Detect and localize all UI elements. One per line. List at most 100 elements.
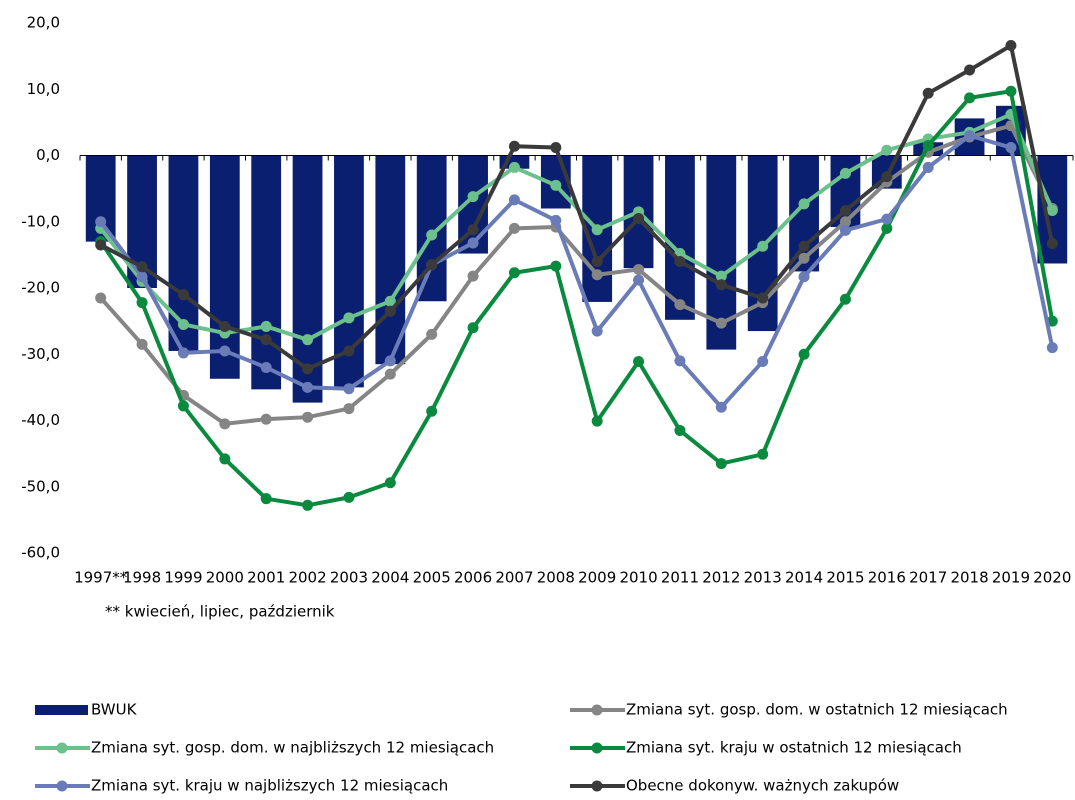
x-tick-label: 2007 <box>495 569 533 587</box>
bar <box>168 155 199 351</box>
marker <box>1046 238 1058 250</box>
marker <box>922 140 934 152</box>
marker <box>384 368 396 380</box>
line <box>99 89 1055 508</box>
marker <box>95 216 107 228</box>
marker <box>674 256 686 267</box>
x-tick-label: 2012 <box>702 569 740 587</box>
marker <box>302 334 314 346</box>
marker <box>715 317 727 329</box>
marker <box>674 424 686 436</box>
marker <box>260 362 272 373</box>
y-tick-label: 0,0 <box>36 146 60 164</box>
marker <box>839 204 851 216</box>
marker <box>467 224 479 236</box>
y-tick-label: -10,0 <box>21 212 60 230</box>
marker <box>757 240 769 252</box>
x-tick-label: 2015 <box>826 569 864 587</box>
y-tick-label: 20,0 <box>27 14 60 32</box>
marker <box>384 355 396 367</box>
marker <box>384 295 396 307</box>
x-tick-label: 2019 <box>992 569 1030 587</box>
marker <box>95 292 107 304</box>
marker <box>177 400 189 412</box>
x-tick-label: 2004 <box>371 569 409 587</box>
marker <box>426 229 438 241</box>
marker <box>219 320 231 332</box>
marker <box>964 64 976 76</box>
marker <box>95 239 107 251</box>
marker <box>426 328 438 340</box>
marker <box>219 453 231 465</box>
y-tick-label: 10,0 <box>27 80 60 98</box>
marker <box>839 216 851 228</box>
legend-swatch <box>591 780 603 792</box>
marker <box>633 356 645 368</box>
legend-label: BWUK <box>91 701 138 719</box>
marker <box>467 191 479 203</box>
marker <box>302 381 314 393</box>
marker <box>881 213 893 225</box>
legend-swatch <box>591 742 603 754</box>
marker <box>922 87 934 99</box>
x-tick-label: 2003 <box>330 569 368 587</box>
marker <box>839 224 851 236</box>
legend-label: Zmiana syt. gosp. dom. w najbliższych 12… <box>91 739 494 757</box>
marker <box>633 274 645 286</box>
marker <box>798 348 810 360</box>
marker <box>426 405 438 417</box>
marker <box>881 171 893 183</box>
marker <box>508 194 520 206</box>
y-tick-label: -20,0 <box>21 279 60 297</box>
legend-label: Zmiana syt. kraju w ostatnich 12 miesiąc… <box>626 739 962 757</box>
x-tick-label: 2016 <box>868 569 906 587</box>
marker <box>136 271 148 283</box>
marker <box>550 214 562 226</box>
marker <box>839 293 851 305</box>
line <box>99 133 1055 410</box>
x-tick-label: 2009 <box>578 569 616 587</box>
x-tick-label: 1997** <box>74 569 128 587</box>
x-tick-label: 2000 <box>206 569 244 587</box>
marker <box>302 411 314 423</box>
marker <box>839 167 851 179</box>
x-tick-label: 2020 <box>1033 569 1071 587</box>
marker <box>798 198 810 210</box>
marker <box>798 252 810 264</box>
marker <box>798 271 810 283</box>
marker <box>674 355 686 367</box>
marker <box>757 448 769 460</box>
marker <box>260 334 272 346</box>
marker <box>177 347 189 359</box>
marker <box>260 320 272 332</box>
marker <box>964 130 976 142</box>
x-tick-label: 2001 <box>247 569 285 587</box>
marker <box>302 499 314 511</box>
marker <box>302 363 314 375</box>
x-tick-label: 2008 <box>537 569 575 587</box>
marker <box>881 222 893 234</box>
bar <box>665 155 695 320</box>
marker <box>591 256 603 267</box>
marker <box>1046 204 1058 216</box>
marker <box>343 383 355 395</box>
x-tick-label: 2011 <box>661 569 699 587</box>
marker <box>715 270 727 282</box>
marker <box>260 493 272 505</box>
marker <box>136 261 148 273</box>
marker <box>922 161 934 173</box>
marker <box>508 222 520 234</box>
bar <box>375 155 406 365</box>
marker <box>343 345 355 357</box>
x-tick-label: 2006 <box>454 569 492 587</box>
marker <box>757 292 769 304</box>
marker <box>508 161 520 173</box>
marker <box>550 260 562 272</box>
y-tick-label: -50,0 <box>21 477 60 495</box>
line <box>99 123 1055 426</box>
marker <box>633 212 645 224</box>
x-tick-label: 1999 <box>164 569 202 587</box>
marker <box>177 318 189 330</box>
y-tick-label: -30,0 <box>21 345 60 363</box>
